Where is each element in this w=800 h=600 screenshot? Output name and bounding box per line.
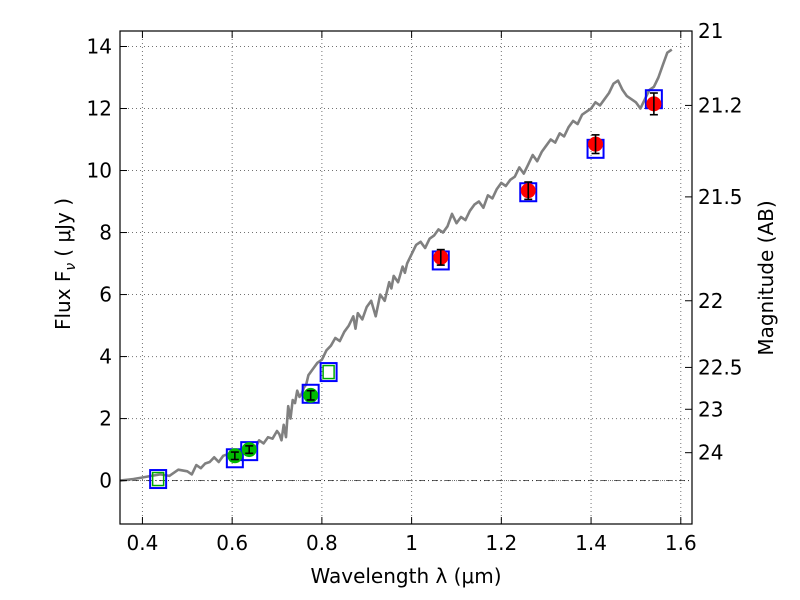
magnitude-tick-label: 21.2 [698, 93, 743, 117]
magnitude-tick-label: 22 [698, 289, 723, 313]
tick-layer: 0.4 0.6 0.8 1 1.2 1.4 1.6024681012142121.221.5… [87, 19, 743, 555]
magnitude-tick-label: 23 [698, 397, 723, 421]
magnitude-tick-label: 22.5 [698, 355, 743, 379]
upper-limit-square [322, 364, 335, 380]
y-axis-title-right: Magnitude (AB) [754, 200, 778, 355]
model-spectrum-line [119, 48, 673, 482]
model-photometry-square [319, 362, 338, 383]
x-tick-label: 0.8 [306, 531, 338, 555]
svg-text:Flux Fν( μJy ): Flux Fν ( μJy ) [51, 198, 79, 330]
x-tick-label: 1 [405, 531, 418, 555]
x-tick-label: 0.4 [127, 531, 159, 555]
y-tick-label: 0 [99, 469, 112, 493]
y-tick-label: 6 [99, 283, 112, 307]
y-tick-label: 8 [99, 221, 112, 245]
y-tick-label: 12 [87, 97, 112, 121]
x-tick-label: 1.2 [485, 531, 517, 555]
plot-frame [119, 30, 693, 525]
marker-layer [149, 89, 663, 490]
model-photometry-square [149, 469, 168, 490]
x-axis-title: Wavelength λ (μm) [310, 564, 501, 588]
x-tick-label: 1.4 [575, 531, 607, 555]
y-axis-title-text: Flux F [51, 271, 75, 330]
x-tick-label: 1.6 [665, 531, 697, 555]
magnitude-tick-label: 21.5 [698, 185, 743, 209]
grid [120, 31, 692, 524]
y-tick-label: 2 [99, 407, 112, 431]
y-tick-label: 14 [87, 35, 112, 59]
magnitude-tick-label: 24 [698, 441, 723, 465]
magnitude-tick-label: 21 [698, 19, 723, 43]
y-axis-title-unit: ( μJy ) [51, 198, 75, 257]
y-axis-title-right-text: Magnitude (AB) [754, 200, 778, 355]
y-axis-title-left: Flux Fν ( μJy ) [51, 198, 79, 330]
upper-limit-square [151, 471, 165, 487]
y-tick-label: 10 [87, 159, 112, 183]
spectrum-layer [119, 48, 673, 482]
y-axis-title-subscript: ν [63, 263, 79, 271]
x-tick-label: 0.6 [216, 531, 248, 555]
y-tick-label: 4 [99, 345, 112, 369]
